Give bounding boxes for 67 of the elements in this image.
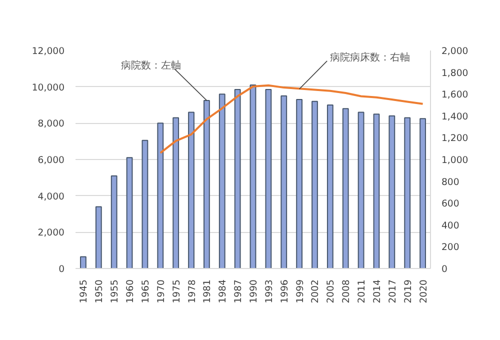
x-tick-label: 1990 bbox=[248, 279, 260, 304]
bar bbox=[250, 84, 256, 268]
y2-tick-label: 2,000 bbox=[442, 46, 468, 57]
x-tick-label: 2020 bbox=[418, 279, 430, 304]
bar bbox=[280, 95, 288, 268]
annotation: 病院病床数：右軸 bbox=[330, 52, 410, 64]
y-tick-label: 4,000 bbox=[38, 191, 65, 202]
x-tick-label: 1975 bbox=[171, 279, 182, 304]
x-tick-label: 1999 bbox=[294, 279, 306, 304]
bar bbox=[218, 94, 226, 268]
y-tick-label: 0 bbox=[58, 264, 65, 275]
bar bbox=[420, 118, 426, 268]
x-tick-label: 1996 bbox=[279, 279, 290, 304]
x-tick-label: 1965 bbox=[140, 279, 152, 304]
bar bbox=[312, 100, 318, 268]
y2-tick-label: 1,200 bbox=[442, 133, 468, 144]
x-tick-label: 1950 bbox=[94, 279, 106, 304]
y-tick-label: 10,000 bbox=[32, 82, 65, 94]
y2-tick-label: 1,800 bbox=[442, 68, 468, 79]
bar bbox=[142, 140, 148, 268]
bar bbox=[203, 100, 210, 268]
bar bbox=[265, 89, 272, 268]
x-tick-label: 1987 bbox=[233, 279, 244, 304]
x-tick-label: 2008 bbox=[341, 279, 352, 304]
bar bbox=[388, 115, 396, 268]
x-tick-label: 1978 bbox=[186, 279, 198, 304]
x-tick-label: 2005 bbox=[326, 279, 337, 304]
x-tick-label: 1960 bbox=[125, 279, 136, 304]
bar bbox=[188, 112, 194, 268]
bar bbox=[234, 89, 241, 268]
y2-tick-label: 0 bbox=[442, 264, 448, 275]
y2-tick-label: 1,400 bbox=[442, 111, 468, 122]
y2-tick-label: 1,000 bbox=[442, 155, 468, 166]
bar bbox=[342, 108, 349, 268]
bar bbox=[172, 117, 180, 268]
x-tick-label: 2019 bbox=[402, 279, 414, 304]
line-series bbox=[159, 84, 424, 154]
y2-tick-label: 800 bbox=[442, 176, 460, 188]
bar bbox=[126, 157, 133, 268]
x-tick-label: 1945 bbox=[78, 279, 90, 304]
bar bbox=[157, 122, 164, 268]
x-tick-label: 1981 bbox=[202, 279, 214, 304]
y-tick-label: 8,000 bbox=[38, 118, 65, 130]
bar bbox=[80, 256, 86, 268]
annotation: 病院数：左軸 bbox=[120, 59, 181, 72]
bar bbox=[373, 114, 380, 268]
x-tick-label: 2017 bbox=[387, 279, 398, 304]
y2-tick-label: 1,600 bbox=[442, 90, 468, 101]
bar bbox=[110, 175, 118, 268]
x-tick-label: 1955 bbox=[110, 279, 121, 304]
y-tick-label: 2,000 bbox=[38, 228, 65, 239]
bar bbox=[404, 117, 411, 268]
x-tick-label: 2011 bbox=[356, 279, 368, 304]
y2-tick-label: 200 bbox=[442, 242, 460, 254]
bar bbox=[95, 206, 102, 268]
y2-tick-label: 400 bbox=[442, 220, 460, 232]
x-tick-label: 2002 bbox=[310, 279, 322, 304]
y-tick-label: 12,000 bbox=[32, 46, 65, 57]
bar bbox=[358, 112, 364, 268]
bar bbox=[326, 104, 334, 268]
bar bbox=[296, 99, 303, 268]
x-tick-label: 1993 bbox=[264, 279, 275, 304]
x-tick-label: 1970 bbox=[156, 279, 167, 304]
y2-tick-label: 600 bbox=[442, 198, 460, 210]
y-tick-label: 6,000 bbox=[38, 155, 65, 166]
x-tick-label: 2014 bbox=[372, 279, 383, 304]
x-tick-label: 1984 bbox=[218, 279, 229, 304]
